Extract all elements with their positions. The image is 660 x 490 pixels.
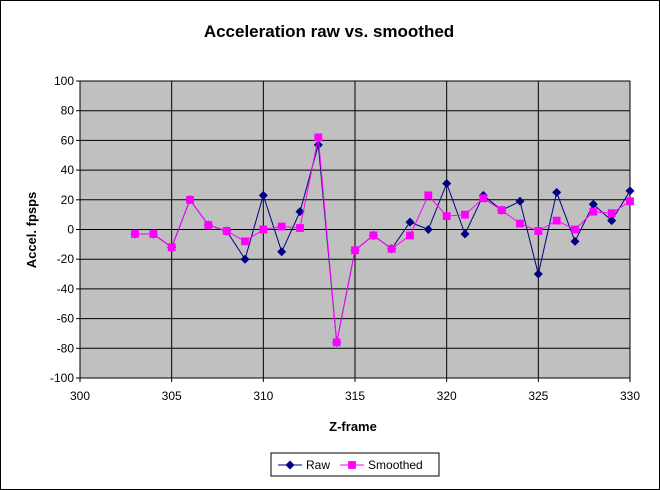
data-point-raw [423,224,433,235]
data-point-smoothed [131,230,139,238]
data-point-raw [460,229,470,239]
y-tick-label: 60 [61,133,75,147]
data-point-raw [405,217,415,227]
y-tick-label: 20 [61,193,75,207]
x-tick-label: 320 [437,389,457,403]
legend-label-raw: Raw [306,458,330,472]
data-point-smoothed [497,206,506,215]
y-tick-label: -60 [57,312,75,326]
x-tick-label: 305 [162,389,182,403]
series-layer [130,133,635,347]
y-axis-ticks: -100 -80 -60 -40 -20 0 20 40 60 80 100 [50,74,80,385]
data-point-raw [625,186,635,196]
y-tick-label: 80 [61,104,75,118]
data-point-smoothed [626,197,634,206]
legend: Raw Smoothed [270,452,440,477]
series-smoothed [131,133,634,347]
data-point-smoothed [442,212,451,221]
data-point-raw [240,254,250,264]
data-point-smoothed [607,209,616,218]
data-point-smoothed [186,195,194,204]
data-point-smoothed [424,191,433,200]
y-tick-label: -40 [57,282,75,296]
y-tick-label: 40 [61,163,75,177]
data-point-smoothed [351,246,359,255]
legend-marker-smoothed [348,461,356,469]
x-tick-label: 330 [620,389,640,403]
data-point-smoothed [534,227,543,235]
data-point-smoothed [479,194,488,203]
data-point-smoothed [406,231,414,240]
chart-title: Acceleration raw vs. smoothed [204,22,454,41]
x-tick-label: 310 [253,389,273,403]
data-point-smoothed [259,225,268,234]
legend-item-smoothed: Smoothed [340,458,423,472]
y-tick-label: 0 [67,223,74,237]
x-tick-label: 325 [528,389,548,403]
legend-item-raw: Raw [278,458,330,472]
x-axis-label: Z-frame [329,419,377,434]
y-tick-label: 100 [54,74,74,88]
data-point-smoothed [149,230,158,238]
data-point-smoothed [277,222,286,231]
x-axis-ticks: 300 305 310 315 320 325 330 [70,378,640,403]
data-point-smoothed [241,237,249,246]
data-point-raw [515,196,525,206]
y-tick-label: -100 [50,371,74,385]
data-point-smoothed [571,225,579,234]
data-point-raw [277,247,287,257]
data-point-raw [295,207,305,217]
data-point-raw [442,178,452,188]
data-point-smoothed [222,227,231,235]
y-tick-label: -80 [57,341,75,355]
y-tick-label: -20 [57,252,75,266]
grid-lines [79,80,631,379]
data-point-smoothed [387,244,396,253]
data-point-smoothed [516,219,524,228]
series-line-smoothed [135,137,631,343]
data-point-smoothed [552,216,561,225]
legend-label-smoothed: Smoothed [368,458,423,472]
data-point-smoothed [332,338,341,347]
data-point-smoothed [314,133,323,142]
data-point-raw [313,140,323,150]
data-point-raw [607,216,617,226]
data-point-raw [570,236,580,246]
data-point-smoothed [204,221,213,229]
data-point-raw [533,269,543,279]
data-point-raw [258,190,268,200]
data-point-smoothed [296,224,304,232]
data-point-smoothed [167,243,176,252]
x-tick-label: 300 [70,389,90,403]
y-axis-label: Accel. fpsps [24,192,39,269]
x-tick-label: 315 [345,389,365,403]
data-point-smoothed [589,207,598,216]
legend-marker-raw [285,460,295,470]
data-point-raw [552,187,562,197]
data-point-smoothed [369,231,378,240]
data-point-smoothed [461,210,469,219]
